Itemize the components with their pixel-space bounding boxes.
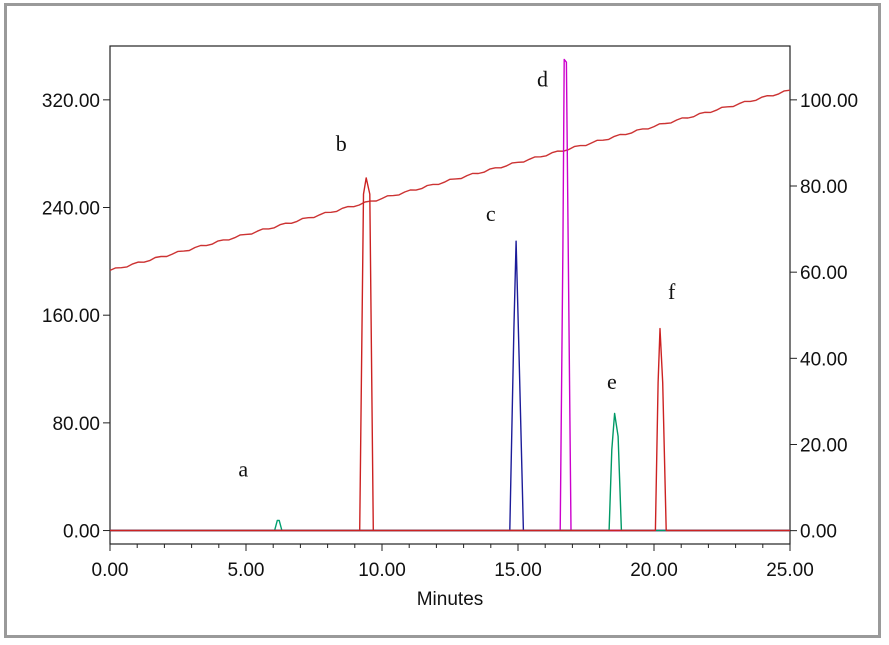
y-right-tick-label: 100.00: [800, 91, 858, 112]
peak-label-e: e: [607, 369, 617, 394]
y-right-tick-label: 60.00: [800, 263, 848, 284]
y-left-tick-label: 160.00: [42, 306, 100, 327]
series-line-7: [110, 327, 790, 532]
peak-label-a: a: [238, 457, 248, 482]
x-tick-label: 10.00: [358, 560, 406, 581]
x-axis-title: Minutes: [417, 589, 484, 610]
y-left-tick-label: 320.00: [42, 91, 100, 112]
y-right-tick-label: 0.00: [800, 522, 837, 543]
peak-label-c: c: [486, 201, 496, 226]
peak-label-d: d: [537, 66, 548, 91]
x-tick-label: 20.00: [630, 560, 678, 581]
x-tick-label: 0.00: [92, 560, 129, 581]
y-right-tick-label: 20.00: [800, 435, 848, 456]
peak-label-b: b: [336, 131, 347, 156]
y-right-tick-label: 80.00: [800, 177, 848, 198]
x-tick-label: 25.00: [766, 560, 814, 581]
y-left-tick-label: 240.00: [42, 199, 100, 220]
series-line-1: [109, 89, 791, 272]
peak-label-f: f: [668, 279, 676, 304]
x-tick-label: 15.00: [494, 560, 542, 581]
y-left-tick-label: 0.00: [63, 522, 100, 543]
y-right-tick-label: 40.00: [800, 349, 848, 370]
plot-area: [109, 45, 791, 545]
y-left-tick-label: 80.00: [52, 414, 100, 435]
x-tick-label: 5.00: [228, 560, 265, 581]
